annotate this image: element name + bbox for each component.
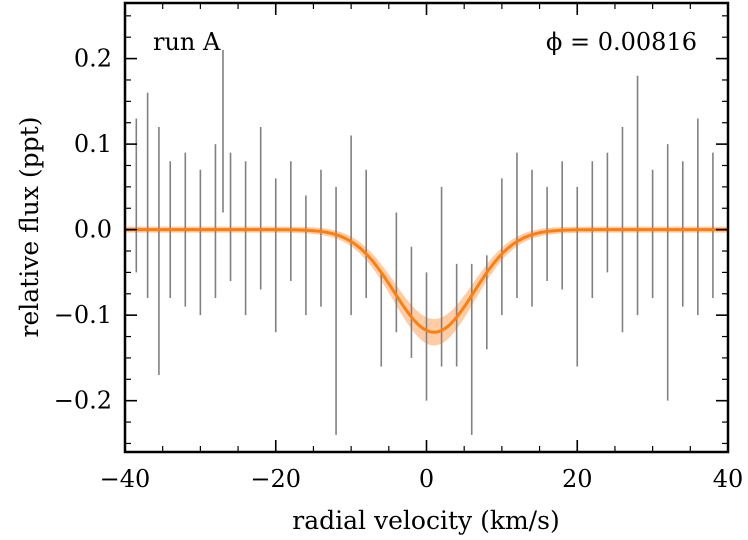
x-tick-label: 20: [562, 465, 593, 493]
y-axis-label: relative flux (ppt): [15, 117, 44, 338]
plot-frame: [123, 1, 730, 454]
errorbar-group: [124, 50, 729, 435]
model-line: [125, 228, 728, 334]
y-tick-label: 0.1: [74, 130, 112, 158]
x-tick-label: 0: [419, 465, 434, 493]
annotation-phase: ϕ = 0.00816: [546, 28, 697, 56]
x-axis-label: radial velocity (km/s): [292, 506, 559, 535]
model-line-group: [125, 228, 728, 334]
tick-labels-group: −40 −20 0 20 40 −0.2 −0.1 0.0 0.1 0.2: [54, 45, 744, 493]
annotation-run: run A: [153, 28, 221, 56]
x-tick-label: −20: [250, 465, 301, 493]
x-tick-label: −40: [100, 465, 151, 493]
y-tick-label: 0.0: [74, 216, 112, 244]
x-tick-label: 40: [713, 465, 744, 493]
y-tick-label: 0.2: [74, 45, 112, 73]
y-tick-label: −0.1: [54, 301, 112, 329]
y-tick-label: −0.2: [54, 387, 112, 415]
